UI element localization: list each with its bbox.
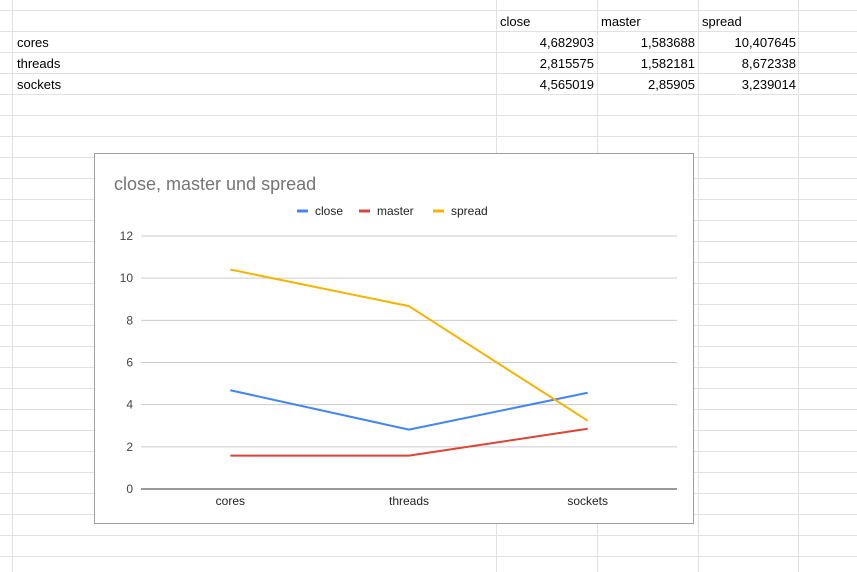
cell-cores-spread[interactable]: 10,407645 [734, 35, 796, 50]
cell-cores-master[interactable]: 1,583688 [640, 35, 695, 50]
column-header-close[interactable]: close [500, 14, 531, 29]
row-label-cores[interactable]: cores [17, 35, 49, 50]
column-header-master[interactable]: master [601, 14, 641, 29]
cell-cores-close[interactable]: 4,682903 [539, 35, 594, 50]
embedded-chart[interactable]: close, master und spread close master sprea… [94, 153, 694, 524]
y-tick-label: 4 [126, 398, 133, 412]
y-tick-label: 10 [120, 271, 134, 285]
cell-threads-master[interactable]: 1,582181 [640, 56, 695, 71]
y-tick-label: 8 [126, 313, 133, 327]
y-tick-label: 2 [126, 440, 133, 454]
x-tick-label-threads: threads [389, 494, 429, 508]
series-line-close[interactable] [230, 389, 588, 431]
column-header-spread[interactable]: spread [702, 14, 742, 29]
series-line-spread[interactable] [230, 268, 589, 422]
cell-threads-close[interactable]: 2,815575 [539, 56, 594, 71]
cell-sockets-master[interactable]: 2,85905 [648, 77, 695, 92]
chart-title: close, master und spread [114, 174, 316, 194]
y-tick-label: 12 [120, 229, 134, 243]
row-label-sockets[interactable]: sockets [17, 77, 62, 92]
y-tick-label: 0 [126, 482, 133, 496]
series-line-master[interactable] [230, 427, 588, 457]
legend-label-close[interactable]: close [315, 204, 343, 218]
legend-label-master[interactable]: master [377, 204, 414, 218]
cell-sockets-spread[interactable]: 3,239014 [741, 77, 796, 92]
cell-threads-spread[interactable]: 8,672338 [741, 56, 796, 71]
line-chart: close, master und spread close master sprea… [114, 174, 677, 508]
x-tick-label-sockets: sockets [567, 494, 608, 508]
legend-label-spread[interactable]: spread [451, 204, 488, 218]
y-tick-label: 6 [126, 356, 133, 370]
x-tick-label-cores: cores [216, 494, 245, 508]
row-label-threads[interactable]: threads [17, 56, 61, 71]
cell-sockets-close[interactable]: 4,565019 [539, 77, 594, 92]
